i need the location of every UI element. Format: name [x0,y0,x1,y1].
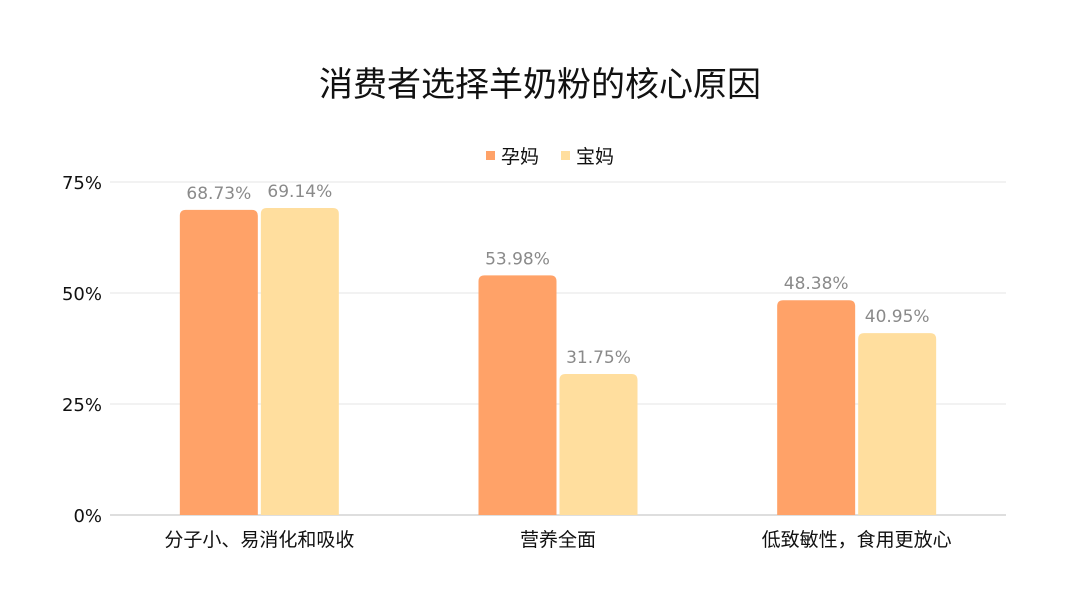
data-label: 69.14% [267,182,332,202]
data-label: 68.73% [186,184,251,204]
data-label: 31.75% [566,348,631,368]
x-axis: 分子小、易消化和吸收 营养全面 低致敏性，食用更放心 [164,529,951,551]
chart-title: 消费者选择羊奶粉的核心原因 [319,65,761,105]
bar-series-2 [858,333,937,515]
data-labels: 68.73% 69.14% 53.98% 31.75% 48.38% 40.95% [186,182,929,368]
bars [179,208,937,515]
bar-series-2 [559,374,638,515]
y-tick-label: 75% [62,173,102,194]
bar-series-2 [260,208,339,515]
legend: 孕妈 宝妈 [486,146,614,168]
data-label: 40.95% [865,307,930,327]
bar-series-1 [777,300,856,515]
x-tick-label: 营养全面 [520,529,596,551]
legend-label: 宝妈 [576,146,614,168]
bar-series-1 [478,275,557,515]
data-label: 53.98% [485,249,550,269]
legend-label: 孕妈 [501,146,539,168]
legend-swatch [561,151,570,160]
y-axis: 0% 25% 50% 75% [62,173,102,527]
x-tick-label: 低致敏性，食用更放心 [762,529,952,551]
y-tick-label: 50% [62,284,102,305]
gridlines [110,181,1006,516]
y-tick-label: 0% [73,506,102,527]
y-tick-label: 25% [62,395,102,416]
legend-swatch [486,151,495,160]
data-label: 48.38% [784,274,849,294]
x-tick-label: 分子小、易消化和吸收 [164,529,354,551]
bar-series-1 [179,209,258,515]
